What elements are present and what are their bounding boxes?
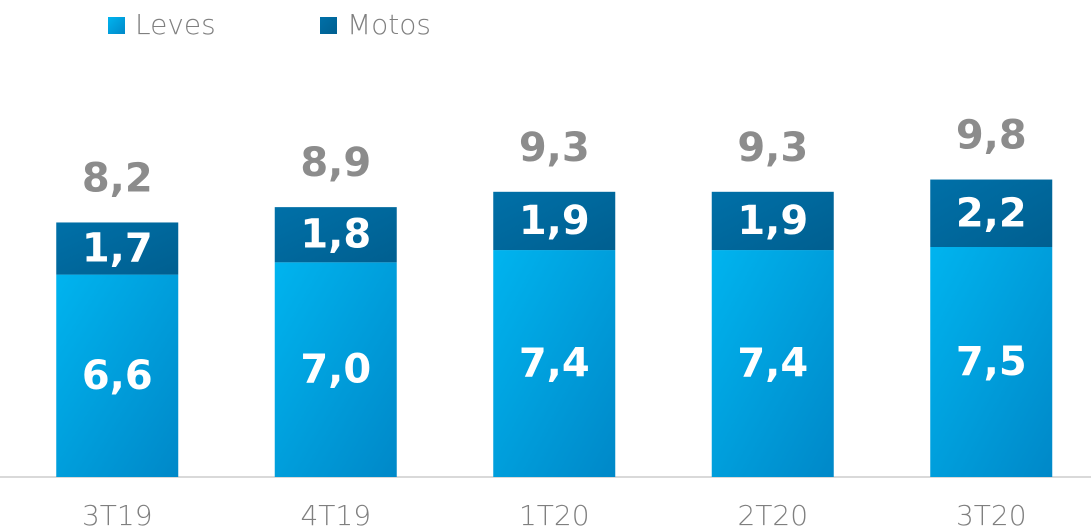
value-label: 7,0 (300, 347, 371, 393)
x-tick-label: 2T20 (737, 499, 808, 532)
bar-segment (56, 222, 179, 275)
total-label: 9,8 (956, 113, 1027, 159)
bar-segment (711, 191, 834, 251)
total-label: 8,2 (82, 155, 153, 201)
total-label: 9,3 (737, 125, 808, 171)
bar-segment (930, 247, 1053, 477)
value-label: 7,4 (519, 341, 590, 387)
total-label: 9,3 (519, 125, 590, 171)
value-label: 1,7 (82, 226, 153, 272)
bar-segment (274, 207, 397, 263)
x-tick-label: 3T19 (82, 499, 153, 532)
legend-label: Motos (347, 8, 431, 41)
bar-segment (493, 250, 616, 477)
value-label: 1,8 (300, 212, 371, 258)
bar-segment (56, 274, 179, 477)
value-label: 7,5 (956, 339, 1027, 385)
bar-segment (711, 250, 834, 477)
value-label: 6,6 (82, 353, 153, 399)
x-tick-label: 4T19 (300, 499, 371, 532)
value-label: 7,4 (737, 341, 808, 387)
value-label: 1,9 (737, 198, 808, 244)
value-label: 2,2 (956, 190, 1027, 236)
total-label: 8,9 (300, 140, 371, 186)
x-tick-label: 3T20 (956, 499, 1027, 532)
bar-segment (930, 179, 1053, 247)
legend-label: Leves (135, 8, 216, 41)
bar-segment (493, 191, 616, 251)
legend-swatch (108, 17, 125, 34)
legend-swatch (320, 17, 337, 34)
value-label: 1,9 (519, 198, 590, 244)
x-tick-label: 1T20 (519, 499, 590, 532)
bar-segment (274, 262, 397, 477)
